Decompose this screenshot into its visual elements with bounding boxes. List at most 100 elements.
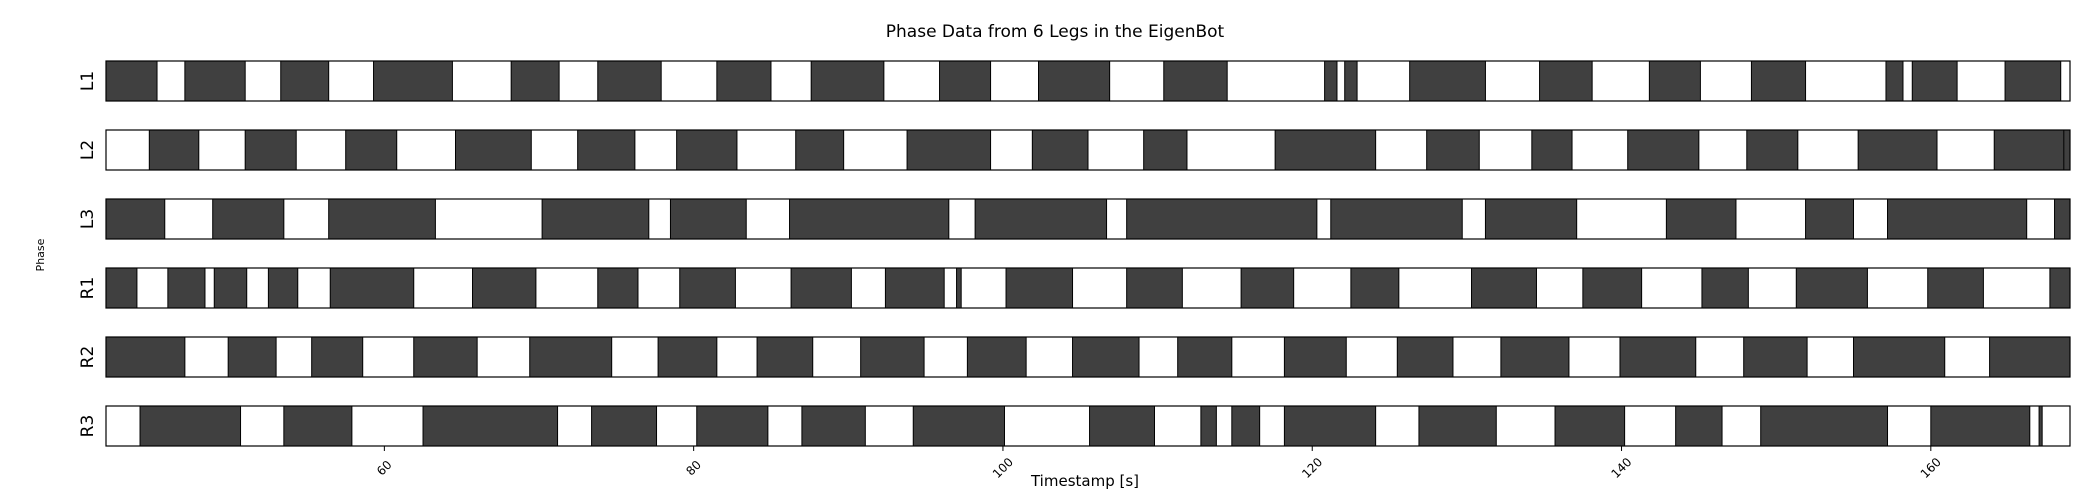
- leg-row-r3: R3: [78, 405, 2071, 447]
- row-frame: [105, 60, 2071, 102]
- stance-interval: [1426, 129, 1480, 171]
- stance-interval: [227, 336, 277, 378]
- stance-interval: [167, 267, 206, 309]
- stance-interval: [1531, 129, 1573, 171]
- stance-interval: [1409, 60, 1486, 102]
- row-label-l2: L2: [78, 140, 98, 160]
- row-label-r2: R2: [78, 346, 98, 369]
- stance-interval: [1539, 60, 1593, 102]
- leg-row-l2: L2: [78, 129, 2071, 171]
- row-frame: [105, 267, 2071, 309]
- stance-interval: [1500, 336, 1570, 378]
- stance-interval: [1126, 198, 1318, 240]
- stance-interval: [1330, 198, 1463, 240]
- stance-interval: [2004, 60, 2062, 102]
- stance-interval: [591, 405, 658, 447]
- row-label-r1: R1: [78, 277, 98, 300]
- stance-interval: [884, 267, 945, 309]
- stance-interval: [790, 267, 852, 309]
- stance-interval: [801, 405, 866, 447]
- leg-row-r1: R1: [78, 267, 2071, 309]
- stance-interval: [1760, 405, 1889, 447]
- stance-interval: [2049, 267, 2071, 309]
- stance-interval: [2063, 129, 2071, 171]
- stance-interval: [1930, 405, 2031, 447]
- stance-interval: [139, 405, 242, 447]
- stance-interval: [1283, 336, 1347, 378]
- stance-interval: [413, 336, 478, 378]
- stance-interval: [1005, 267, 1074, 309]
- stance-interval: [1089, 405, 1155, 447]
- stance-interval: [472, 267, 537, 309]
- stance-interval: [974, 198, 1108, 240]
- stance-interval: [1993, 129, 2071, 171]
- stance-interval: [1554, 405, 1626, 447]
- stance-interval: [1701, 267, 1749, 309]
- stance-interval: [454, 129, 532, 171]
- stance-interval: [422, 405, 559, 447]
- stance-interval: [2054, 198, 2071, 240]
- stance-interval: [1805, 198, 1854, 240]
- row-frame: [105, 129, 2071, 171]
- row-frame: [105, 405, 2071, 447]
- x-axis-label: Timestamp [s]: [1030, 472, 1139, 490]
- stance-interval: [280, 60, 330, 102]
- stance-interval: [311, 336, 364, 378]
- stance-interval: [1619, 336, 1697, 378]
- x-tick-label: 60: [374, 458, 395, 479]
- stance-interval: [597, 267, 639, 309]
- stance-interval: [1665, 198, 1737, 240]
- stance-interval: [267, 267, 299, 309]
- stance-interval: [1989, 336, 2071, 378]
- stance-interval: [1471, 267, 1537, 309]
- stance-interval: [1163, 60, 1228, 102]
- row-label-r3: R3: [78, 415, 98, 438]
- row-frame: [105, 198, 2071, 240]
- stance-interval: [184, 60, 246, 102]
- stance-interval: [510, 60, 560, 102]
- stance-interval: [1648, 60, 1701, 102]
- stance-interval: [1274, 129, 1377, 171]
- leg-row-l1: L1: [78, 60, 2071, 102]
- row-label-l3: L3: [78, 209, 98, 229]
- row-label-l1: L1: [78, 71, 98, 91]
- stance-interval: [577, 129, 636, 171]
- stance-interval: [696, 405, 769, 447]
- stance-interval: [956, 267, 962, 309]
- stance-interval: [1240, 267, 1295, 309]
- stance-interval: [906, 129, 992, 171]
- stance-interval: [105, 267, 138, 309]
- stance-interval: [148, 129, 200, 171]
- stance-interval: [669, 198, 747, 240]
- stance-interval: [1350, 267, 1400, 309]
- x-tick-label: 140: [1608, 455, 1634, 481]
- stance-interval: [1746, 129, 1799, 171]
- x-tick-label: 160: [1918, 455, 1944, 481]
- stance-interval: [810, 60, 885, 102]
- stance-interval: [2038, 405, 2043, 447]
- x-tick-label: 100: [990, 455, 1016, 481]
- stance-interval: [373, 60, 453, 102]
- stance-interval: [1852, 336, 1946, 378]
- stance-interval: [657, 336, 718, 378]
- stance-interval: [329, 267, 415, 309]
- stance-interval: [328, 198, 436, 240]
- stance-interval: [679, 267, 736, 309]
- stance-interval: [1582, 267, 1643, 309]
- stance-interval: [1031, 129, 1089, 171]
- stance-interval: [1927, 267, 1984, 309]
- stance-interval: [1857, 129, 1938, 171]
- stance-interval: [105, 60, 158, 102]
- stance-interval: [1887, 198, 2028, 240]
- stance-interval: [1126, 267, 1183, 309]
- x-tick-label: 80: [683, 458, 704, 479]
- stance-interval: [1324, 60, 1338, 102]
- stance-interval: [860, 336, 925, 378]
- stance-interval: [1200, 405, 1217, 447]
- stance-interval: [244, 129, 297, 171]
- stance-interval: [676, 129, 738, 171]
- stance-interval: [1795, 267, 1868, 309]
- x-axis: 60 80 100 120 140 160: [374, 446, 1944, 481]
- stance-interval: [1344, 60, 1358, 102]
